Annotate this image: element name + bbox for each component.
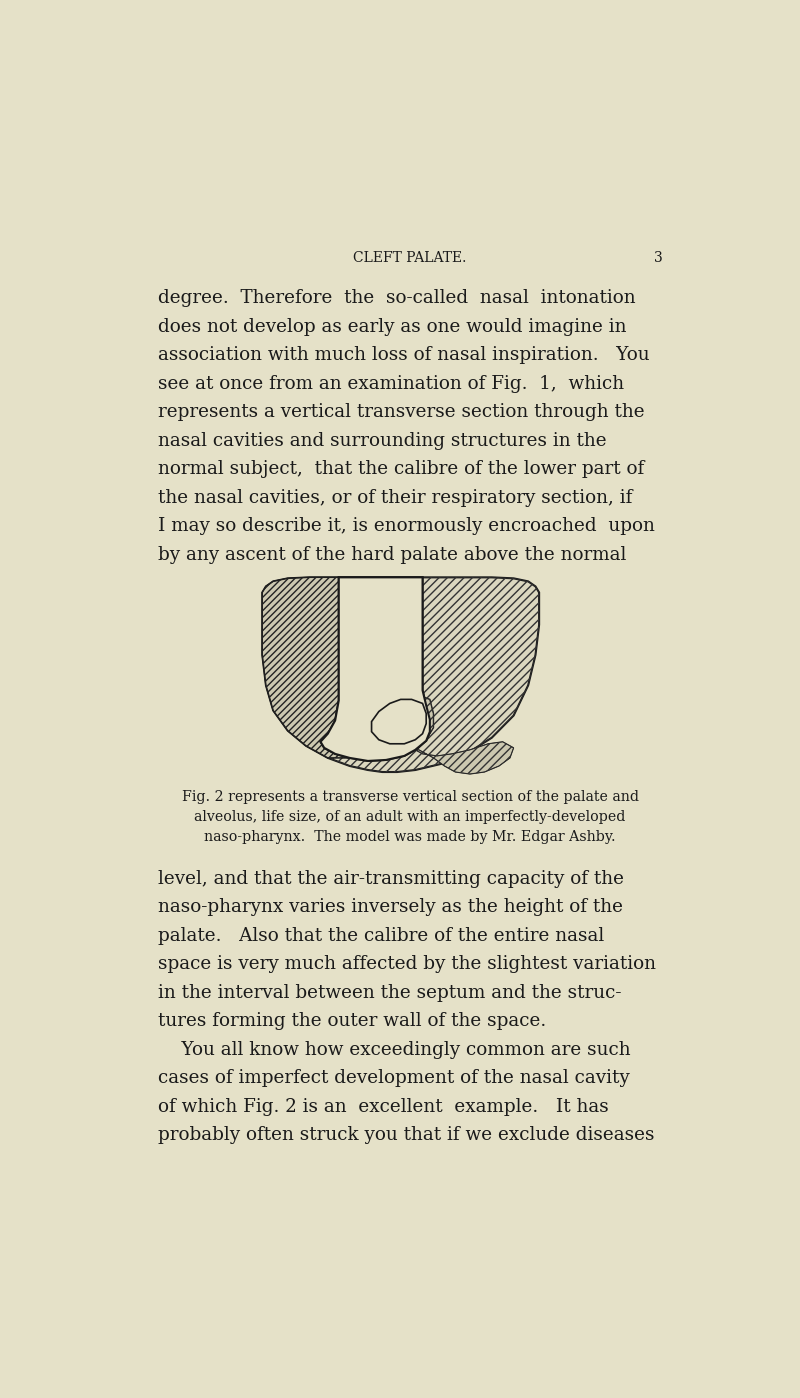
Text: Fig. 2 represents a transverse vertical section of the palate and: Fig. 2 represents a transverse vertical … [182, 790, 638, 804]
Text: You all know how exceedingly common are such: You all know how exceedingly common are … [158, 1042, 630, 1058]
Text: by any ascent of the hard palate above the normal: by any ascent of the hard palate above t… [158, 545, 626, 563]
Text: probably often struck you that if we exclude diseases: probably often struck you that if we exc… [158, 1127, 654, 1145]
Text: tures forming the outer wall of the space.: tures forming the outer wall of the spac… [158, 1012, 546, 1030]
Text: association with much loss of nasal inspiration.   You: association with much loss of nasal insp… [158, 347, 650, 365]
Text: CLEFT PALATE.: CLEFT PALATE. [354, 250, 466, 264]
Polygon shape [262, 577, 350, 758]
Text: alveolus, life size, of an adult with an imperfectly-developed: alveolus, life size, of an adult with an… [194, 809, 626, 823]
Text: nasal cavities and surrounding structures in the: nasal cavities and surrounding structure… [158, 432, 606, 450]
Text: the nasal cavities, or of their respiratory section, if: the nasal cavities, or of their respirat… [158, 489, 633, 507]
Text: 3: 3 [654, 250, 663, 264]
Text: palate.   Also that the calibre of the entire nasal: palate. Also that the calibre of the ent… [158, 927, 604, 945]
Text: normal subject,  that the calibre of the lower part of: normal subject, that the calibre of the … [158, 460, 644, 478]
Text: I may so describe it, is enormously encroached  upon: I may so describe it, is enormously encr… [158, 517, 655, 535]
Text: space is very much affected by the slightest variation: space is very much affected by the sligh… [158, 955, 656, 973]
Polygon shape [321, 577, 430, 761]
Polygon shape [371, 699, 426, 744]
Text: degree.  Therefore  the  so-called  nasal  intonation: degree. Therefore the so-called nasal in… [158, 289, 636, 308]
Text: represents a vertical transverse section through the: represents a vertical transverse section… [158, 404, 645, 421]
Text: in the interval between the septum and the struc-: in the interval between the septum and t… [158, 984, 622, 1002]
Text: does not develop as early as one would imagine in: does not develop as early as one would i… [158, 317, 626, 336]
Text: see at once from an examination of Fig.  1,  which: see at once from an examination of Fig. … [158, 375, 624, 393]
Text: level, and that the air-transmitting capacity of the: level, and that the air-transmitting cap… [158, 870, 624, 888]
Text: of which Fig. 2 is an  excellent  example.   It has: of which Fig. 2 is an excellent example.… [158, 1097, 609, 1116]
Polygon shape [415, 742, 514, 774]
Polygon shape [357, 693, 434, 749]
Polygon shape [321, 577, 430, 761]
Polygon shape [262, 577, 539, 772]
Text: naso-pharynx varies inversely as the height of the: naso-pharynx varies inversely as the hei… [158, 899, 623, 917]
Text: naso-pharynx.  The model was made by Mr. Edgar Ashby.: naso-pharynx. The model was made by Mr. … [204, 830, 616, 844]
Polygon shape [371, 699, 426, 744]
Text: cases of imperfect development of the nasal cavity: cases of imperfect development of the na… [158, 1069, 630, 1088]
